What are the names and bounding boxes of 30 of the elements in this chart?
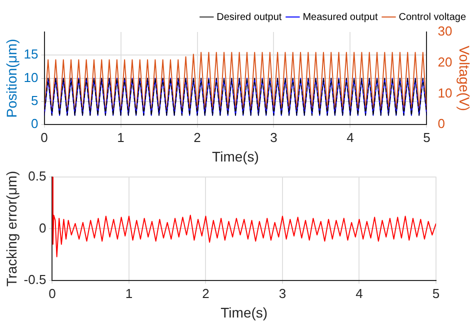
x-tick-label: 2 bbox=[202, 286, 210, 301]
y-axis-title: Position(μm) bbox=[3, 38, 20, 118]
legend-label: Control voltage bbox=[398, 12, 466, 23]
y2-tick-label: 0 bbox=[438, 116, 445, 132]
legend-label: Measured output bbox=[302, 12, 378, 23]
y-axis-title: Tracking error(μm) bbox=[3, 170, 20, 287]
y-tick-label: 0 bbox=[31, 116, 38, 132]
y2-tick-label: 30 bbox=[438, 24, 452, 39]
x-tick-label: 4 bbox=[356, 286, 363, 301]
x-tick-label: 5 bbox=[423, 130, 430, 145]
y-tick-label: -0.5 bbox=[24, 272, 46, 288]
x-tick-label: 1 bbox=[125, 286, 133, 301]
y-tick-label: 0.5 bbox=[28, 168, 46, 184]
y-tick-label: 15 bbox=[24, 46, 38, 62]
x-tick-label: 2 bbox=[194, 130, 201, 145]
x-tick-label: 3 bbox=[278, 286, 286, 301]
x-tick-label: 0 bbox=[48, 286, 56, 301]
x-tick-label: 1 bbox=[117, 130, 124, 145]
y2-axis-title: Voltage(V) bbox=[456, 46, 473, 111]
x-tick-label: 5 bbox=[432, 286, 440, 301]
x-tick-label: 4 bbox=[346, 130, 354, 145]
y-tick-label: 10 bbox=[24, 70, 38, 85]
x-tick-label: 3 bbox=[270, 130, 278, 145]
legend-label: Desired output bbox=[216, 12, 282, 23]
y-tick-label: 5 bbox=[31, 93, 38, 108]
y2-tick-label: 20 bbox=[438, 54, 452, 70]
x-axis-title: Time(s) bbox=[212, 148, 259, 164]
y2-tick-label: 10 bbox=[438, 85, 452, 100]
y-tick-label: 0 bbox=[38, 220, 46, 236]
x-axis-title: Time(s) bbox=[220, 304, 268, 320]
